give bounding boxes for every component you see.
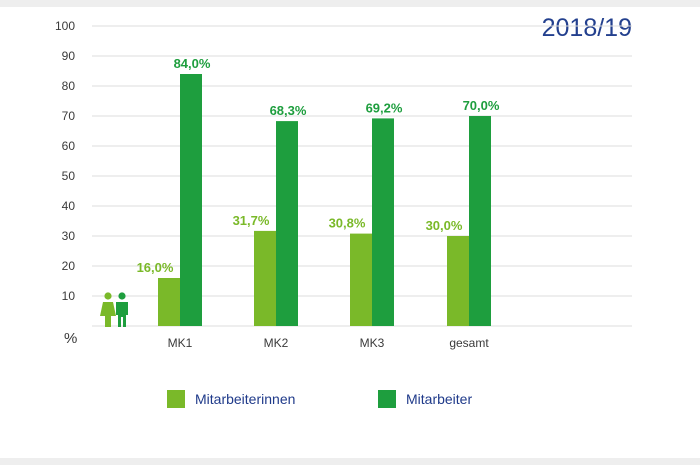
bar-mitarbeiter-mk1 [180, 74, 202, 326]
x-tick-label: MK3 [360, 336, 385, 350]
y-tick-label: 50 [62, 169, 76, 183]
x-axis-ticks: MK1 MK2 MK3 gesamt [168, 336, 490, 350]
value-label: 16,0% [137, 260, 174, 275]
value-label: 30,8% [329, 216, 366, 231]
y-tick-label: 30 [62, 229, 76, 243]
bars [158, 74, 491, 327]
value-label: 70,0% [463, 98, 500, 113]
value-labels: 16,0% 84,0% 31,7% 68,3% 30,8% 69,2% 30,0% 70,0% [137, 56, 500, 275]
value-label: 84,0% [174, 56, 211, 71]
legend: Mitarbeiterinnen Mitarbeiter [0, 390, 700, 414]
x-tick-label: gesamt [449, 336, 489, 350]
y-tick-label: 20 [62, 259, 76, 273]
female-person-icon [100, 292, 116, 327]
value-label: 31,7% [233, 213, 270, 228]
bar-mitarbeiterinnen-mk2 [254, 230, 276, 326]
bar-mitarbeiterinnen-gesamt [447, 236, 469, 326]
legend-item-mitarbeiter: Mitarbeiter [378, 390, 472, 408]
y-tick-label: 70 [62, 109, 76, 123]
top-border [0, 0, 700, 7]
legend-label-mitarbeiter: Mitarbeiter [406, 391, 473, 407]
bottom-border [0, 458, 700, 465]
y-axis-ticks: 100 90 80 70 60 50 40 30 20 10 [55, 19, 75, 303]
male-person-icon [116, 292, 128, 327]
y-axis-label: % [64, 330, 77, 347]
y-tick-label: 10 [62, 289, 76, 303]
bar-mitarbeiter-mk2 [276, 121, 298, 326]
y-tick-label: 40 [62, 199, 76, 213]
bar-mitarbeiterinnen-mk3 [350, 233, 372, 326]
value-label: 30,0% [426, 218, 463, 233]
legend-swatch-mitarbeiter [378, 390, 396, 408]
y-tick-label: 80 [62, 79, 76, 93]
value-label: 69,2% [366, 100, 403, 115]
y-tick-label: 60 [62, 139, 76, 153]
legend-label-mitarbeiterinnen: Mitarbeiterinnen [195, 391, 296, 407]
legend-item-mitarbeiterinnen: Mitarbeiterinnen [167, 390, 295, 408]
y-tick-label: 90 [62, 49, 76, 63]
y-tick-label: 100 [55, 19, 75, 33]
bar-mitarbeiter-mk3 [372, 118, 394, 327]
bar-mitarbeiterinnen-mk1 [158, 278, 180, 326]
value-label: 68,3% [270, 103, 307, 118]
x-tick-label: MK2 [264, 336, 289, 350]
gender-icons [100, 292, 128, 327]
legend-swatch-mitarbeiterinnen [167, 390, 185, 408]
chart-year-label: 2018/19 [541, 14, 632, 42]
x-tick-label: MK1 [168, 336, 193, 350]
bar-mitarbeiter-gesamt [469, 116, 491, 326]
